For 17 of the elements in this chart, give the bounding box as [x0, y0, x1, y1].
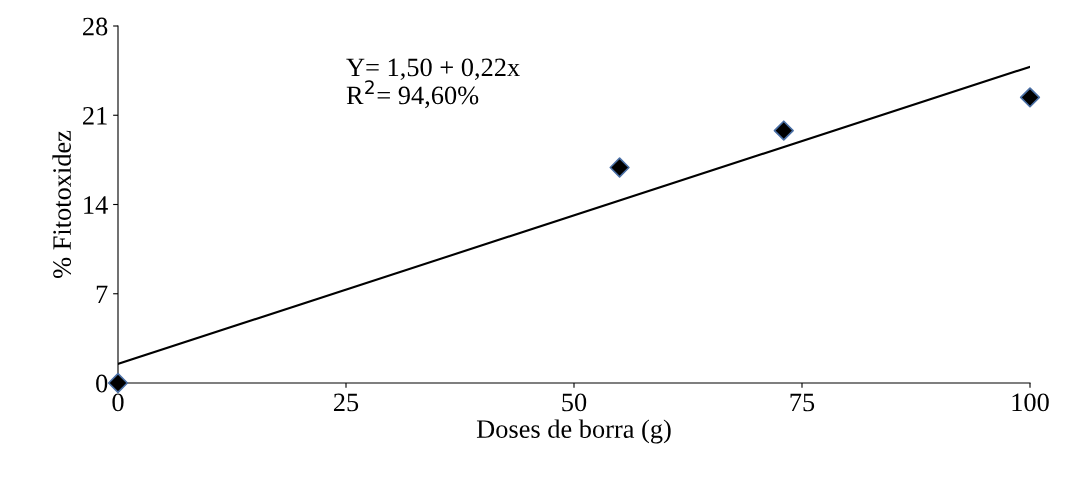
x-axis-title: Doses de borra (g) [476, 419, 671, 444]
y-axis-title: % Fitotoxidez [52, 130, 72, 278]
x-tick-label: 75 [790, 393, 815, 412]
point [1019, 87, 1041, 108]
y-tick-label: 7 [96, 285, 108, 303]
y-tick-label: 28 [83, 17, 108, 36]
x-tick-label: 50 [562, 393, 587, 412]
y-tick-label: 14 [84, 196, 108, 214]
point [773, 120, 794, 141]
annotation: Y= 1,50 + 0,22x R$^{2}$= 94,60% [346, 58, 520, 109]
x-tick-label: 100 [1012, 393, 1049, 412]
point [609, 157, 630, 178]
y-tick-label: 0 [96, 374, 108, 393]
x-tick-label: 0 [112, 393, 124, 412]
y-tick-label: 21 [83, 106, 107, 125]
point [107, 372, 129, 394]
x-tick-label: 25 [333, 393, 359, 412]
